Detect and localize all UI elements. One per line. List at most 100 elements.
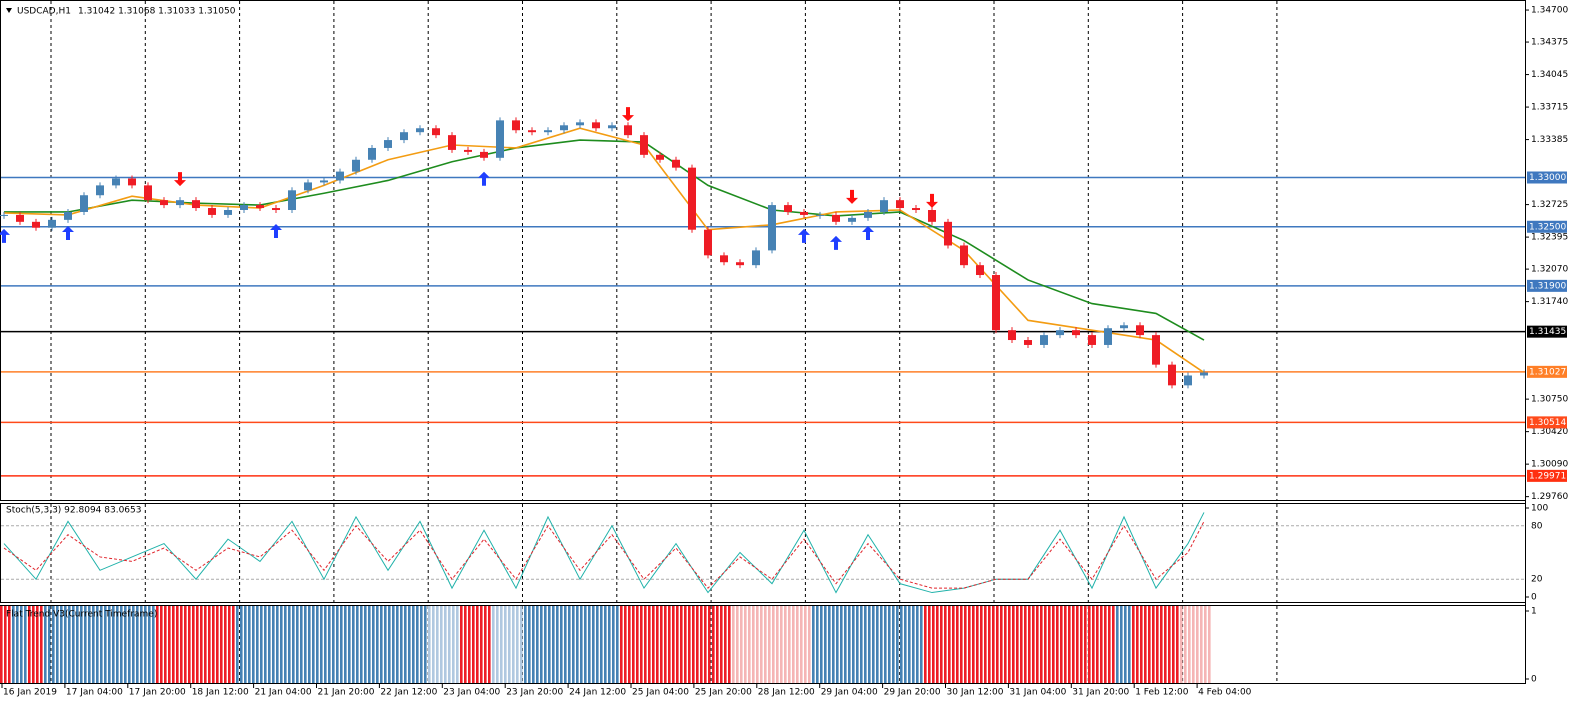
trend-bar: [1024, 606, 1027, 683]
candle: [368, 147, 376, 160]
y-tick-label: 1.32070: [1531, 265, 1568, 275]
trend-bar: [120, 606, 123, 683]
candle: [288, 190, 296, 211]
candle: [704, 229, 712, 256]
candle: [32, 221, 40, 228]
trend-bar: [236, 606, 239, 683]
y-tick-label: 1.30750: [1531, 395, 1568, 405]
candle: [1168, 364, 1176, 386]
trend-bar: [932, 606, 935, 683]
trend-bar: [1136, 606, 1139, 683]
candle: [832, 214, 840, 222]
x-tick-label: 1 Feb 12:00: [1135, 688, 1189, 698]
stoch-main-line: [3, 512, 1205, 594]
trend-bar: [408, 606, 411, 683]
y-tick-label: 1.34375: [1531, 38, 1568, 48]
trend-bar: [1068, 606, 1071, 683]
trend-bar: [900, 606, 903, 683]
trend-bar: [544, 606, 547, 683]
trend-bar: [712, 606, 715, 683]
trend-bar: [968, 606, 971, 683]
y-tick-label: 1.29760: [1531, 492, 1568, 502]
trend-bar: [452, 606, 455, 683]
candle: [656, 154, 664, 160]
trend-bar: [32, 606, 35, 683]
sell-arrow: [926, 193, 938, 208]
trend-bar: [1120, 606, 1123, 683]
trend-bar: [1124, 606, 1127, 683]
header-quote: 1.31042 1.31068 1.31033 1.31050: [78, 7, 236, 17]
trend-bar: [952, 606, 955, 683]
trend-bar: [596, 606, 599, 683]
trend-bar: [1208, 606, 1211, 683]
trend-bar: [736, 606, 739, 683]
candle: [16, 214, 24, 222]
level-label: 1.30514: [1529, 418, 1566, 428]
trend-bar: [100, 606, 103, 683]
trend-bar: [428, 606, 431, 683]
trend-bar: [1060, 606, 1063, 683]
trend-bar: [8, 606, 11, 683]
trend-bar: [884, 606, 887, 683]
candle: [128, 178, 136, 186]
trend-bar: [136, 606, 139, 683]
trend-bar: [220, 606, 223, 683]
buy-arrow: [862, 225, 874, 240]
trend-bar: [1180, 606, 1183, 683]
trend-bar: [620, 606, 623, 683]
trend-bar: [324, 606, 327, 683]
trend-bar: [604, 606, 607, 683]
trend-bar: [800, 606, 803, 683]
trend-bar: [128, 606, 131, 683]
candle: [1008, 330, 1016, 341]
trend-bar: [4, 606, 7, 683]
level-label-box: [1527, 416, 1567, 429]
trend-bar: [124, 606, 127, 683]
trend-bar: [180, 606, 183, 683]
trend-bar: [1008, 606, 1011, 683]
trend-bar: [412, 606, 415, 683]
trend-bar: [856, 606, 859, 683]
trend-bar: [700, 606, 703, 683]
buy-arrow: [478, 171, 490, 186]
trend-bar: [740, 606, 743, 683]
trend-bar: [196, 606, 199, 683]
x-tick-label: 29 Jan 04:00: [821, 688, 878, 698]
trend-bar: [1140, 606, 1143, 683]
trend-bar: [648, 606, 651, 683]
trend-bar: [1108, 606, 1111, 683]
candle: [640, 135, 648, 155]
trend-bar: [1200, 606, 1203, 683]
x-tick-label: 21 Jan 04:00: [255, 688, 312, 698]
trend-bar: [924, 606, 927, 683]
trend-bar: [52, 606, 55, 683]
trend-bar: [376, 606, 379, 683]
candle: [240, 205, 248, 211]
trend-bar: [388, 606, 391, 683]
trend-bar: [752, 606, 755, 683]
trend-bar: [708, 606, 711, 683]
buy-arrow: [0, 228, 10, 243]
trend-bar: [484, 606, 487, 683]
trend-bar: [1128, 606, 1131, 683]
trend-bar: [496, 606, 499, 683]
trend-bar: [1072, 606, 1075, 683]
trend-bar: [548, 606, 551, 683]
trend-bar: [612, 606, 615, 683]
sell-arrow: [622, 107, 634, 122]
trend-bar: [1188, 606, 1191, 683]
trend-bar: [636, 606, 639, 683]
trend-bar: [872, 606, 875, 683]
candle: [624, 125, 632, 136]
trend-bar: [832, 606, 835, 683]
trend-bar: [240, 606, 243, 683]
trend-bar: [1012, 606, 1015, 683]
trend-bar: [328, 606, 331, 683]
trend-bar: [168, 606, 171, 683]
trend-bar: [528, 606, 531, 683]
trend-bar: [340, 606, 343, 683]
candle: [928, 210, 936, 222]
trend-bar: [1172, 606, 1175, 683]
x-tick-label: 21 Jan 20:00: [318, 688, 375, 698]
